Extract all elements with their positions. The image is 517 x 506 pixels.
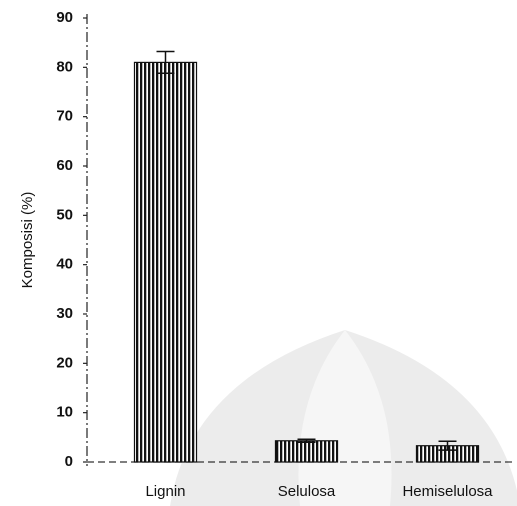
y-tick-label: 70 xyxy=(56,108,73,125)
y-tick-label: 30 xyxy=(56,305,73,322)
bar xyxy=(133,61,198,463)
error-bar xyxy=(297,438,316,444)
bar xyxy=(274,440,339,463)
y-tick-label: 90 xyxy=(56,9,73,26)
error-bar xyxy=(438,440,457,451)
y-tick-label: 10 xyxy=(56,404,73,421)
x-tick-label: Hemiselulosa xyxy=(402,483,493,500)
y-tick-label: 0 xyxy=(65,453,73,470)
y-axis-label: Komposisi (%) xyxy=(19,192,36,289)
error-bar xyxy=(156,50,175,75)
y-tick-label: 20 xyxy=(56,354,73,371)
x-tick-label: Selulosa xyxy=(278,483,336,500)
y-tick-label: 80 xyxy=(56,58,73,75)
watermark xyxy=(170,330,517,506)
y-tick-label: 40 xyxy=(56,256,73,273)
x-tick-label: Lignin xyxy=(145,483,185,500)
y-tick-label: 60 xyxy=(56,157,73,174)
y-tick-label: 50 xyxy=(56,206,73,223)
